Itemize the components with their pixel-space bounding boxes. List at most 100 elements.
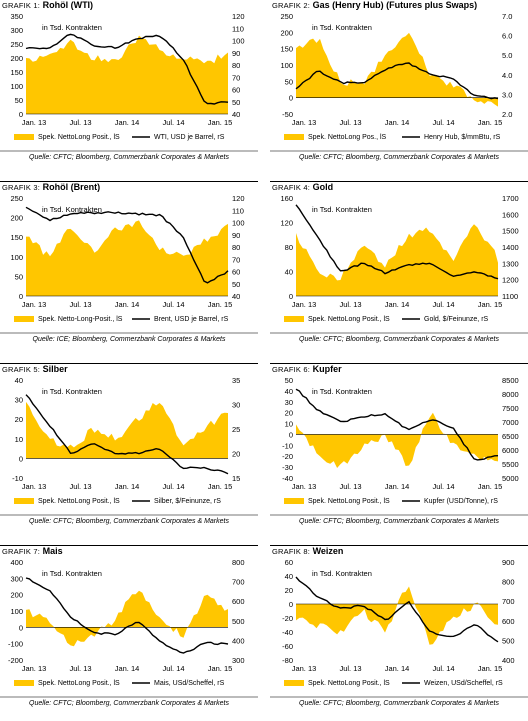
legend-area-label: Spek. NettoLong Posit., lS <box>308 680 390 687</box>
right-tick-label: 800 <box>232 558 245 567</box>
net-long-area <box>296 224 498 296</box>
right-tick-label: 1100 <box>502 292 518 301</box>
source-rule <box>0 332 258 334</box>
right-tick-label: 20 <box>232 450 240 459</box>
left-tick-label: 50 <box>15 96 23 105</box>
legend-line-label: Kupfer (USD/Tonne), rS <box>424 498 498 505</box>
left-tick-label: 100 <box>10 82 23 91</box>
left-tick-label: 0 <box>289 600 293 609</box>
left-tick-label: 0 <box>289 430 293 439</box>
legend-area-swatch <box>284 134 304 140</box>
x-tick-label: Jul. 13 <box>339 118 361 127</box>
chart-panel-3: Grafik 3: Rohöl (Brent) 250 200 150 100 50 0 12… <box>0 181 258 357</box>
x-tick-label: Jul. 14 <box>432 300 454 309</box>
right-tick-label: 300 <box>232 656 245 665</box>
left-tick-label: 120 <box>280 219 293 228</box>
chart-title: Grafik 2: Gas (Henry Hub) (Futures plus … <box>272 0 477 10</box>
source-note: Quelle: CFTC; Bloomberg, Commerzbank Cor… <box>299 336 499 343</box>
right-tick-label: 500 <box>502 636 515 645</box>
net-long-area <box>296 32 498 107</box>
unit-label: in Tsd. Kontrakten <box>312 23 372 32</box>
figure-number: Grafik 1: <box>2 1 41 10</box>
chart-svg: 350 300 250 200 150 100 50 0 120 110 100 90 80 70 60 50… <box>10 12 245 141</box>
left-tick-label: 150 <box>10 233 23 242</box>
right-tick-label: 50 <box>232 280 240 289</box>
chart-svg: 250200150100500-507.06.05.04.03.02.0Jan.… <box>280 12 512 141</box>
legend-line-label: WTI, USD je Barrel, rS <box>154 134 225 141</box>
x-tick-label: Jan. 13 <box>292 118 317 127</box>
x-tick-label: Jul. 13 <box>69 482 91 491</box>
source-note: Quelle: ICE; Bloomberg, Commerzbank Corp… <box>32 336 226 343</box>
left-tick-label: 160 <box>280 194 293 203</box>
price-line <box>295 388 499 461</box>
left-tick-label: -80 <box>282 656 293 665</box>
right-tick-label: 5000 <box>502 474 519 483</box>
x-tick-label: Jul. 14 <box>432 118 454 127</box>
source-rule <box>270 150 528 152</box>
right-tick-label: 1400 <box>502 243 519 252</box>
chart-title: Grafik 3: Rohöl (Brent) <box>2 182 100 192</box>
legend-area-swatch <box>14 134 34 140</box>
price-line <box>295 62 499 100</box>
chart-name: Gold <box>312 182 334 192</box>
x-tick-label: Jul. 14 <box>432 664 454 673</box>
x-tick-label: Jul. 13 <box>339 664 361 673</box>
x-tick-label: Jan. 15 <box>208 664 233 673</box>
legend-line-label: Weizen, USd/Scheffel, rS <box>424 680 503 687</box>
net-long-area <box>26 220 228 296</box>
right-tick-label: 120 <box>232 12 245 21</box>
left-tick-label: 10 <box>15 435 23 444</box>
unit-label: in Tsd. Kontrakten <box>42 23 102 32</box>
right-tick-label: 5500 <box>502 460 519 469</box>
right-tick-label: 400 <box>232 636 245 645</box>
source-rule <box>270 514 528 516</box>
x-tick-label: Jul. 14 <box>162 664 184 673</box>
right-tick-label: 6500 <box>502 432 519 441</box>
chart-svg: 250200150100500120110100908070605040Jan.… <box>10 194 244 323</box>
chart-title: Grafik 1: Rohöl (WTI) <box>2 0 93 10</box>
left-tick-label: -30 <box>282 463 293 472</box>
left-tick-label: 100 <box>10 607 23 616</box>
left-tick-label: 20 <box>285 409 293 418</box>
x-tick-label: Jan. 15 <box>478 300 503 309</box>
x-tick-label: Jul. 13 <box>69 300 91 309</box>
left-tick-label: 80 <box>285 243 293 252</box>
right-tick-label: 1200 <box>502 276 519 285</box>
title-rule <box>270 363 528 364</box>
x-tick-label: Jul. 14 <box>162 482 184 491</box>
source-note: Quelle: CFTC; Bloomberg, Commerzbank Cor… <box>299 154 499 161</box>
right-tick-label: 90 <box>232 49 240 58</box>
right-tick-label: 1700 <box>502 194 519 203</box>
chart-panel-5: Grafik 5: Silber 40 30 20 10 0 -10 35 30 25 20 15 Ja… <box>0 363 258 539</box>
figure-number: Grafik 6: <box>272 365 311 374</box>
left-tick-label: 400 <box>10 558 23 567</box>
chart-title: Grafik 8: Weizen <box>272 546 343 556</box>
right-tick-label: 25 <box>232 425 240 434</box>
right-tick-label: 100 <box>232 37 245 46</box>
unit-label: in Tsd. Kontrakten <box>312 205 372 214</box>
legend-line-label: Henry Hub, $/mmBtu, rS <box>424 134 501 141</box>
right-tick-label: 1300 <box>502 259 519 268</box>
chart-panel-4: Grafik 4: Gold 160 120 80 40 0 1700 1600 1500 140… <box>270 181 528 357</box>
legend-area-swatch <box>284 680 304 686</box>
chart-title: Grafik 4: Gold <box>272 182 333 192</box>
left-tick-label: 350 <box>10 12 23 21</box>
legend-line-label: Silber, $/Feinunze, rS <box>154 498 221 505</box>
x-tick-label: Jan. 14 <box>115 664 140 673</box>
left-tick-label: 0 <box>19 623 23 632</box>
legend-area-label: Spek. NettoLong Posit., lS <box>38 498 120 505</box>
price-line <box>295 204 499 280</box>
net-long-area <box>296 586 498 645</box>
legend-area-swatch <box>284 316 304 322</box>
left-tick-label: 0 <box>19 454 23 463</box>
left-tick-label: 50 <box>285 376 293 385</box>
x-tick-label: Jan. 14 <box>115 482 140 491</box>
right-tick-label: 50 <box>232 98 240 107</box>
left-tick-label: 10 <box>285 420 293 429</box>
left-tick-label: 250 <box>280 12 293 21</box>
chart-name: Silber <box>42 364 68 374</box>
right-tick-label: 600 <box>232 597 245 606</box>
legend-area-label: Spek. NettoLong Posit., lS <box>38 680 120 687</box>
left-tick-label: 30 <box>285 398 293 407</box>
x-tick-label: Jan. 15 <box>208 300 233 309</box>
